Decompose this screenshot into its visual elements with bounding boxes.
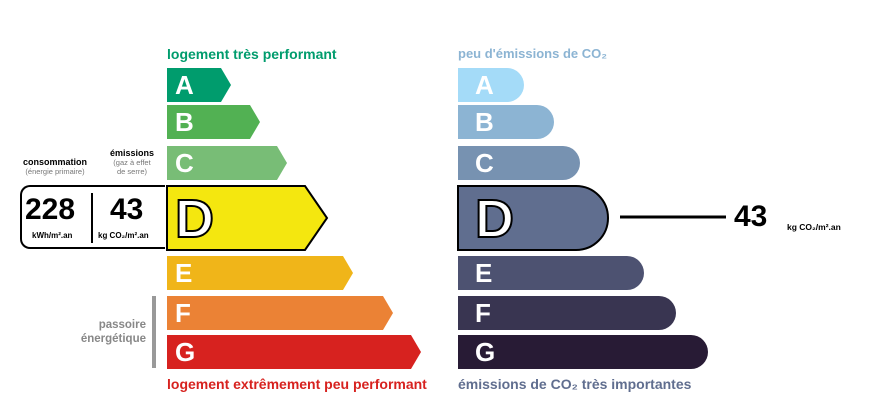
consumption-caption: consommation (énergie primaire) <box>14 157 96 177</box>
ges-class-c-letter: C <box>475 148 494 178</box>
ges-class-e-letter: E <box>475 258 492 288</box>
passoire-label: passoire énergétique <box>40 318 146 346</box>
dpe-class-b-arrow <box>167 105 260 139</box>
ges-class-a-bar <box>458 68 524 102</box>
dpe-class-f-arrow <box>167 296 393 330</box>
ges-class-b-bar <box>458 105 554 139</box>
ges-value: 43 <box>734 200 768 233</box>
emissions-value: 43 <box>110 193 144 226</box>
consumption-title: consommation <box>22 157 87 167</box>
dpe-class-e-letter: E <box>175 258 192 288</box>
emissions-subtitle-2: de serre) <box>116 167 147 176</box>
ges-class-b-letter: B <box>475 107 494 137</box>
consumption-subtitle: (énergie primaire) <box>25 167 85 176</box>
dpe-top-label: logement très performant <box>167 46 337 62</box>
ges-class-a-letter: A <box>475 70 494 100</box>
dpe-class-g-arrow <box>167 335 421 369</box>
dpe-class-e-arrow <box>167 256 353 290</box>
dpe-class-d-arrow <box>166 185 329 251</box>
ges-class-d-letter: D <box>475 189 514 249</box>
dpe-bottom-label: logement extrêmement peu performant <box>167 376 427 392</box>
dpe-class-a-arrow <box>167 68 231 102</box>
value-separator <box>91 193 93 243</box>
ges-class-f-letter: F <box>475 298 491 328</box>
emissions-unit: kg CO₂/m².an <box>98 231 149 240</box>
consumption-value: 228 <box>25 193 76 226</box>
consumption-unit: kWh/m².an <box>32 231 73 240</box>
ges-class-f-bar <box>458 296 676 330</box>
ges-class-g-letter: G <box>475 337 495 367</box>
passoire-bracket <box>152 296 156 368</box>
ges-top-label: peu d'émissions de CO₂ <box>458 46 608 61</box>
dpe-class-c-letter: C <box>175 148 194 178</box>
ges-class-g-bar <box>458 335 708 369</box>
emissions-title: émissions <box>109 148 155 158</box>
passoire-line-2: énergétique <box>80 333 146 345</box>
ges-unit: kg CO₂/m².an <box>787 222 841 232</box>
ges-class-d-bar <box>457 185 609 251</box>
dpe-class-a-letter: A <box>175 70 194 100</box>
value-box: 228 kWh/m².an 43 kg CO₂/m².an <box>20 185 165 249</box>
dpe-class-c-arrow <box>167 146 287 180</box>
dpe-class-d-letter: D <box>175 189 214 249</box>
dpe-class-b-letter: B <box>175 107 194 137</box>
ges-class-c-bar <box>458 146 580 180</box>
dpe-class-g-letter: G <box>175 337 195 367</box>
dpe-class-f-letter: F <box>175 298 191 328</box>
emissions-subtitle-1: (gaz à effet <box>113 158 151 167</box>
emissions-caption: émissions (gaz à effet de serre) <box>100 148 164 177</box>
passoire-line-1: passoire <box>98 319 146 331</box>
ges-bottom-label: émissions de CO₂ très importantes <box>458 376 692 392</box>
ges-class-e-bar <box>458 256 644 290</box>
